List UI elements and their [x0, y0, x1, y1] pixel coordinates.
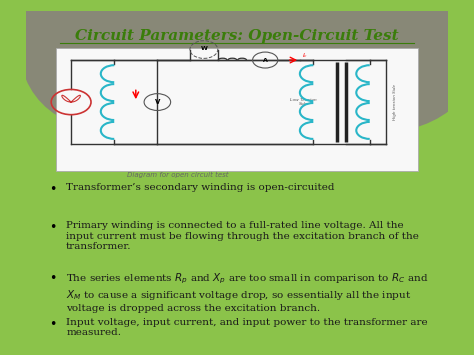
Text: V: V — [155, 99, 160, 105]
Text: The series elements $R_p$ and $X_p$ are too small in comparison to $R_C$ and
$X_: The series elements $R_p$ and $X_p$ are … — [66, 272, 428, 313]
FancyBboxPatch shape — [18, 0, 474, 135]
Text: Circuit Parameters: Open-Circuit Test: Circuit Parameters: Open-Circuit Test — [75, 29, 399, 43]
Text: High tension Side: High tension Side — [393, 84, 397, 120]
Text: •: • — [49, 222, 57, 234]
Text: A: A — [263, 58, 268, 62]
Text: Primary winding is connected to a full-rated line voltage. All the
input current: Primary winding is connected to a full-r… — [66, 222, 419, 251]
Text: W: W — [201, 46, 207, 51]
Text: $I_c$: $I_c$ — [301, 51, 308, 60]
Text: •: • — [49, 318, 57, 331]
Text: Low Tension
Side: Low Tension Side — [290, 98, 317, 106]
Text: •: • — [49, 272, 57, 285]
Bar — [55, 48, 419, 171]
Text: Transformer’s secondary winding is open-circuited: Transformer’s secondary winding is open-… — [66, 183, 335, 192]
Text: Input voltage, input current, and input power to the transformer are
measured.: Input voltage, input current, and input … — [66, 318, 428, 337]
Text: •: • — [49, 183, 57, 196]
Text: Diagram for open circuit test: Diagram for open circuit test — [127, 172, 228, 178]
